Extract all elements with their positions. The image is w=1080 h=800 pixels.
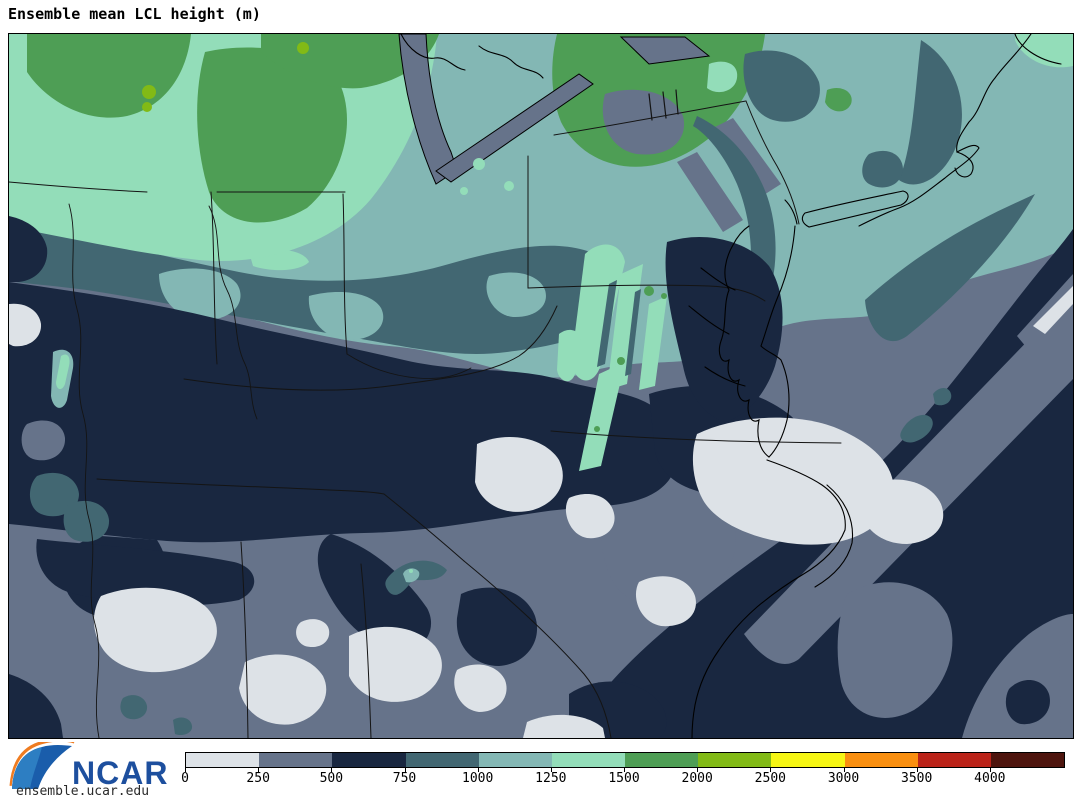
- lcl-contour-map: [9, 34, 1073, 738]
- colorbar-tick: [404, 767, 406, 772]
- colorbar-tick-label: 500: [319, 771, 344, 786]
- colorbar-tick-label: 1000: [462, 771, 494, 786]
- ncar-logo-text: NCAR: [72, 755, 168, 791]
- colorbar-tick: [916, 767, 918, 772]
- colorbar-segment: [332, 753, 406, 767]
- colorbar-tick-label: 2500: [754, 771, 786, 786]
- colorbar-segment: [259, 753, 333, 767]
- colorbar-tick: [989, 767, 991, 772]
- colorbar-tick: [624, 767, 625, 772]
- colorbar-segment: [990, 753, 1065, 767]
- colorbar-segment: [698, 753, 772, 767]
- colorbar-tick: [770, 767, 772, 772]
- colorbar-tick: [550, 767, 552, 772]
- colorbar-segment: [625, 753, 699, 767]
- colorbar-tick-label: 1500: [608, 771, 640, 786]
- colorbar-segment: [844, 753, 918, 767]
- coastline: [400, 34, 1062, 738]
- colorbar-tick: [843, 767, 845, 772]
- colorbar-tick-label: 3000: [827, 771, 860, 786]
- colorbar-labels: 0 250 500 750 1000 1250 1500 2000 2500 3000 3500 40…: [181, 771, 1080, 787]
- colorbar-tick: [331, 767, 333, 772]
- colorbar-segment: [405, 753, 479, 767]
- colorbar-ticks: [185, 767, 1063, 772]
- colorbar-tick-label: 250: [246, 771, 270, 786]
- colorbar-tick-label: 2000: [681, 771, 713, 786]
- ncar-logo: NCAR: [9, 742, 168, 791]
- colorbar-segment: [917, 753, 991, 767]
- colorbar-tick-label: 750: [392, 771, 417, 786]
- ncar-logo-swoosh: [9, 742, 75, 789]
- colorbar-segment: [478, 753, 552, 767]
- colorbar-tick-label: 3500: [901, 771, 933, 786]
- colorbar-segment: [771, 753, 845, 767]
- colorbar-tick: [697, 767, 699, 772]
- colorbar: [185, 752, 1065, 768]
- forecast-map: [8, 33, 1074, 739]
- site-url: ensemble.ucar.edu: [16, 784, 150, 799]
- colorbar-segment: [186, 753, 260, 767]
- colorbar-segment: [551, 753, 626, 767]
- page-title: Ensemble mean LCL height (m): [8, 5, 261, 23]
- colorbar-tick: [185, 767, 186, 772]
- colorbar-tick-label: 4000: [974, 771, 1006, 786]
- colorbar-tick-label: 1250: [535, 771, 567, 786]
- colorbar-tick-label: 0: [181, 771, 189, 786]
- colorbar-tick: [477, 767, 479, 772]
- colorbar-tick: [258, 767, 260, 772]
- contour-fill-layer: [9, 34, 1073, 738]
- state-borders: [9, 89, 842, 738]
